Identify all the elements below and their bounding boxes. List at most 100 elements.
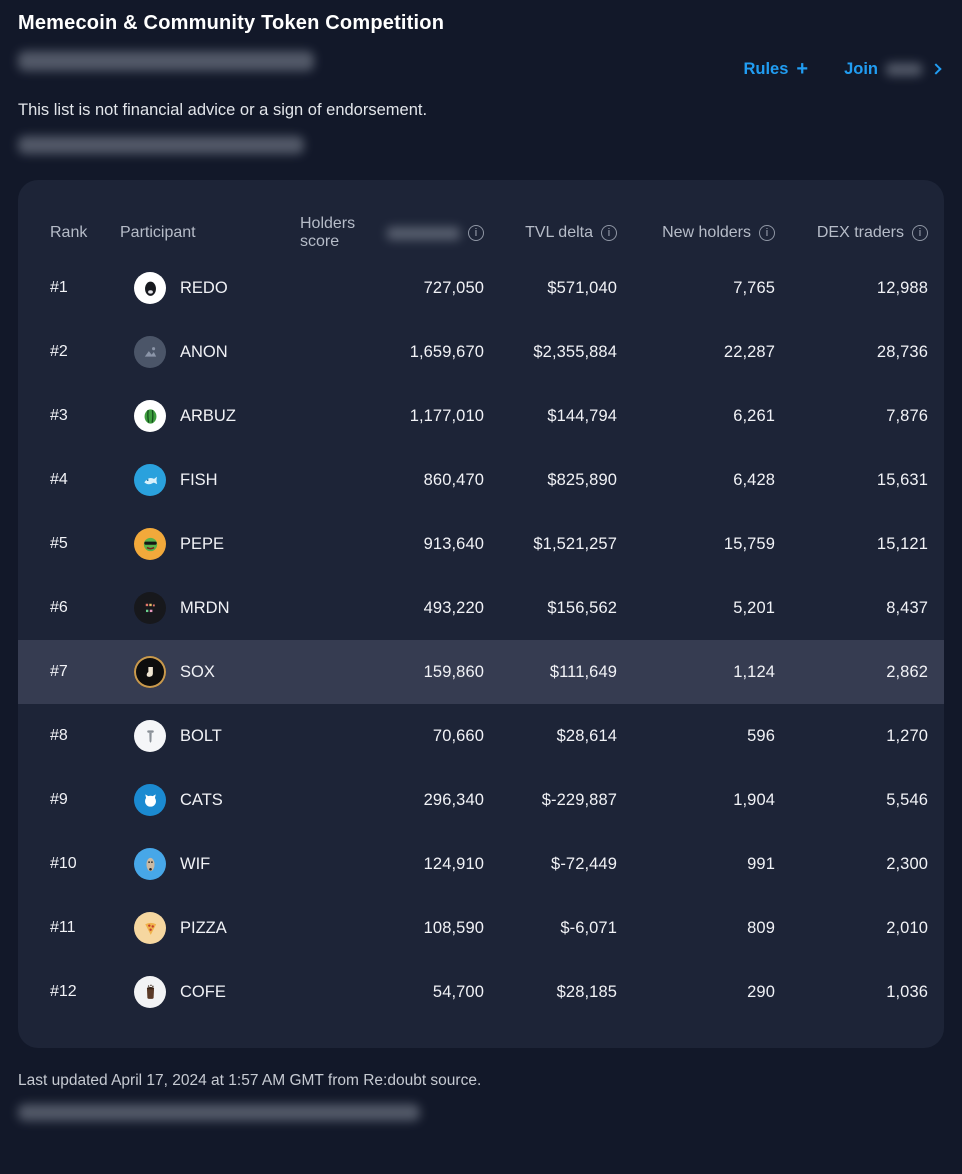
page-title: Memecoin & Community Token Competition	[18, 12, 445, 34]
rank-cell: #3	[50, 407, 68, 424]
dex-traders-cell: 8,437	[886, 598, 928, 617]
table-header-row: Rank Participant Holders score i TVL del…	[18, 210, 944, 256]
participant-cell: FISH	[120, 464, 300, 496]
info-icon[interactable]: i	[468, 225, 484, 241]
token-name: PEPE	[180, 534, 225, 553]
rank-cell: #12	[50, 983, 77, 1000]
dex-traders-cell: 2,010	[886, 918, 928, 937]
table-row[interactable]: #9 CATS 296,340 $-229,887 1,904 5,546	[18, 768, 944, 832]
rank-cell: #11	[50, 919, 76, 936]
token-name: MRDN	[180, 598, 230, 617]
table-row[interactable]: #3 ARBUZ 1,177,010 $144,794 6,261 7,876	[18, 384, 944, 448]
rank-cell: #9	[50, 791, 68, 808]
holders-score-cell: 1,177,010	[409, 406, 484, 425]
col-header-participant: Participant	[120, 224, 196, 241]
dex-traders-cell: 1,036	[886, 982, 928, 1001]
table-body: #1 REDO 727,050 $571,040 7,765 12,988 #2…	[18, 256, 944, 1024]
tvl-delta-cell: $-229,887	[541, 790, 617, 809]
participant-cell: BOLT	[120, 720, 300, 752]
new-holders-cell: 6,261	[733, 406, 775, 425]
holders-score-cell: 1,659,670	[409, 342, 484, 361]
col-header-new-holders: New holders i	[617, 224, 775, 242]
table-row[interactable]: #11 PIZZA 108,590 $-6,071 809 2,010	[18, 896, 944, 960]
participant-cell: CATS	[120, 784, 300, 816]
holders-score-cell: 493,220	[423, 598, 484, 617]
new-holders-cell: 1,904	[733, 790, 775, 809]
wif-token-icon	[134, 848, 166, 880]
col-header-tvl-delta: TVL delta i	[484, 224, 617, 242]
new-holders-cell: 809	[747, 918, 775, 937]
rank-cell: #5	[50, 535, 68, 552]
new-holders-cell: 290	[747, 982, 775, 1001]
participant-cell: ARBUZ	[120, 400, 300, 432]
col-header-dex-traders: DEX traders i	[775, 224, 928, 242]
table-row[interactable]: #10 WIF 124,910 $-72,449 991 2,300	[18, 832, 944, 896]
redacted-header-translation	[386, 226, 460, 240]
tvl-delta-cell: $571,040	[547, 278, 617, 297]
participant-cell: PEPE	[120, 528, 300, 560]
dex-traders-cell: 7,876	[886, 406, 928, 425]
dex-traders-cell: 2,300	[886, 854, 928, 873]
dex-traders-cell: 5,546	[886, 790, 928, 809]
holders-score-cell: 124,910	[423, 854, 484, 873]
tvl-delta-cell: $111,649	[549, 662, 617, 681]
token-name: FISH	[180, 470, 218, 489]
bolt-token-icon	[134, 720, 166, 752]
participant-cell: MRDN	[120, 592, 300, 624]
token-name: BOLT	[180, 726, 222, 745]
table-row[interactable]: #12 COFE 54,700 $28,185 290 1,036	[18, 960, 944, 1024]
new-holders-cell: 6,428	[733, 470, 775, 489]
table-row[interactable]: #5 PEPE 913,640 $1,521,257 15,759 15,121	[18, 512, 944, 576]
token-name: ANON	[180, 342, 228, 361]
join-button[interactable]: Join	[844, 59, 942, 79]
tvl-delta-cell: $-72,449	[551, 854, 617, 873]
redacted-join-target	[886, 62, 922, 76]
sox-token-icon	[134, 656, 166, 688]
fish-token-icon	[134, 464, 166, 496]
table-row[interactable]: #1 REDO 727,050 $571,040 7,765 12,988	[18, 256, 944, 320]
join-label: Join	[844, 59, 878, 78]
new-holders-cell: 15,759	[723, 534, 775, 553]
info-icon[interactable]: i	[601, 225, 617, 241]
table-row[interactable]: #4 FISH 860,470 $825,890 6,428 15,631	[18, 448, 944, 512]
tvl-delta-cell: $1,521,257	[533, 534, 617, 553]
info-icon[interactable]: i	[912, 225, 928, 241]
last-updated-text: Last updated April 17, 2024 at 1:57 AM G…	[18, 1072, 482, 1089]
rank-cell: #10	[50, 855, 77, 872]
rank-cell: #7	[50, 663, 68, 680]
holders-score-cell: 70,660	[432, 726, 484, 745]
rank-cell: #4	[50, 471, 68, 488]
pizza-token-icon	[134, 912, 166, 944]
token-name: REDO	[180, 278, 228, 297]
token-name: SOX	[180, 662, 215, 681]
tvl-delta-cell: $144,794	[547, 406, 617, 425]
holders-score-cell: 54,700	[432, 982, 484, 1001]
participant-cell: PIZZA	[120, 912, 300, 944]
redacted-footer-translation	[18, 1104, 420, 1121]
plus-icon: +	[796, 58, 809, 80]
dex-traders-cell: 15,121	[876, 534, 928, 553]
token-name: WIF	[180, 854, 211, 873]
redacted-subtitle-translation	[18, 51, 314, 71]
rank-cell: #6	[50, 599, 68, 616]
participant-cell: ANON	[120, 336, 300, 368]
table-row[interactable]: #2 ANON 1,659,670 $2,355,884 22,287 28,7…	[18, 320, 944, 384]
tvl-delta-cell: $28,614	[556, 726, 617, 745]
pepe-token-icon	[134, 528, 166, 560]
table-row[interactable]: #7 SOX 159,860 $111,649 1,124 2,862	[18, 640, 944, 704]
tvl-delta-cell: $2,355,884	[533, 342, 617, 361]
dex-traders-cell: 28,736	[876, 342, 928, 361]
holders-score-cell: 159,860	[423, 662, 484, 681]
table-row[interactable]: #8 BOLT 70,660 $28,614 596 1,270	[18, 704, 944, 768]
table-row[interactable]: #6 MRDN 493,220 $156,562 5,201 8,437	[18, 576, 944, 640]
dex-traders-cell: 12,988	[876, 278, 928, 297]
cofe-token-icon	[134, 976, 166, 1008]
tvl-delta-cell: $-6,071	[560, 918, 617, 937]
tvl-delta-cell: $28,185	[556, 982, 617, 1001]
participant-cell: COFE	[120, 976, 300, 1008]
info-icon[interactable]: i	[759, 225, 775, 241]
rules-button[interactable]: Rules +	[743, 59, 808, 79]
participant-cell: WIF	[120, 848, 300, 880]
dex-traders-cell: 2,862	[886, 662, 928, 681]
token-name: CATS	[180, 790, 223, 809]
